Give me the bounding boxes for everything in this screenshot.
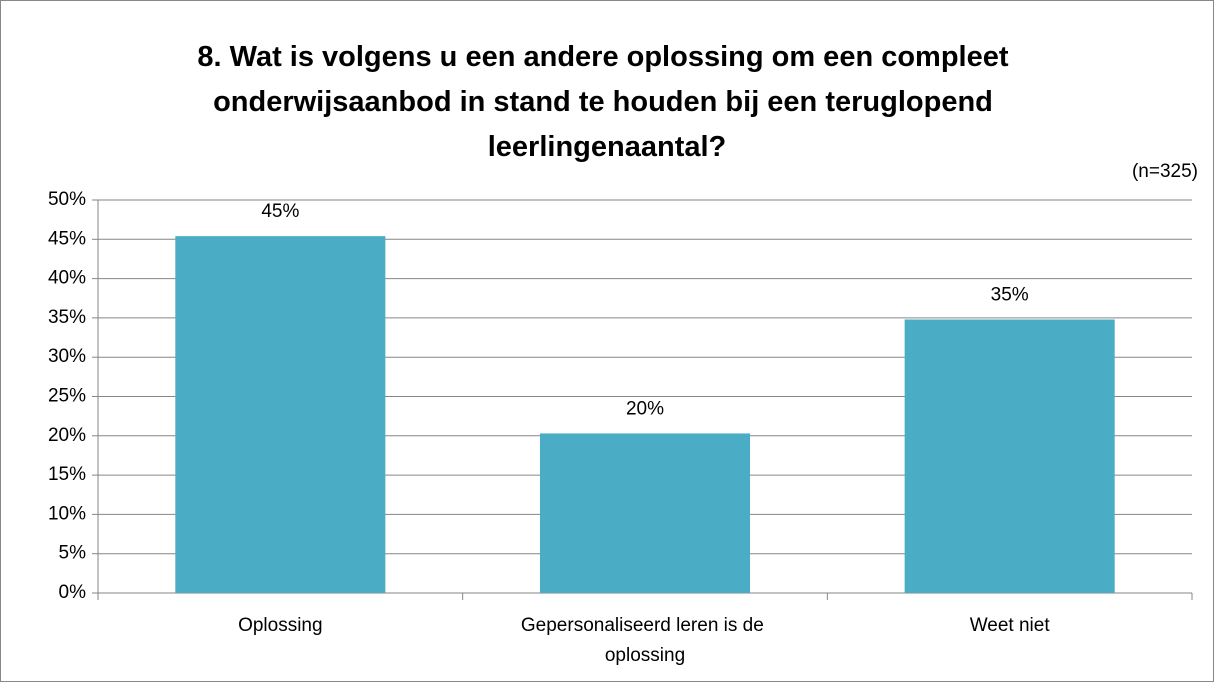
y-tick-label: 45% [48,228,86,249]
x-tick-label: Weet niet [970,615,1051,636]
chart-subtitle: (n=325) [1132,161,1198,182]
y-tick-label: 20% [48,425,86,446]
x-tick-label: Oplossing [238,615,323,636]
data-label: 45% [261,201,299,222]
y-tick-label: 30% [48,346,86,367]
bar [539,433,751,593]
y-tick-label: 50% [48,189,86,210]
x-tick-label: Gepersonaliseerd leren is de oplossing [521,615,769,666]
y-tick-label: 0% [59,582,87,603]
chart-title: 8. Wat is volgens u een andere oplossing… [197,41,1016,163]
y-tick-label: 35% [48,307,86,328]
y-tick-label: 25% [48,386,86,407]
bar [175,236,386,593]
y-tick-label: 40% [48,268,86,289]
bar [904,319,1115,593]
y-tick-label: 5% [59,543,87,564]
y-tick-label: 15% [48,464,86,485]
data-label: 35% [991,284,1029,305]
data-label: 20% [626,398,664,419]
y-tick-label: 10% [48,503,86,524]
